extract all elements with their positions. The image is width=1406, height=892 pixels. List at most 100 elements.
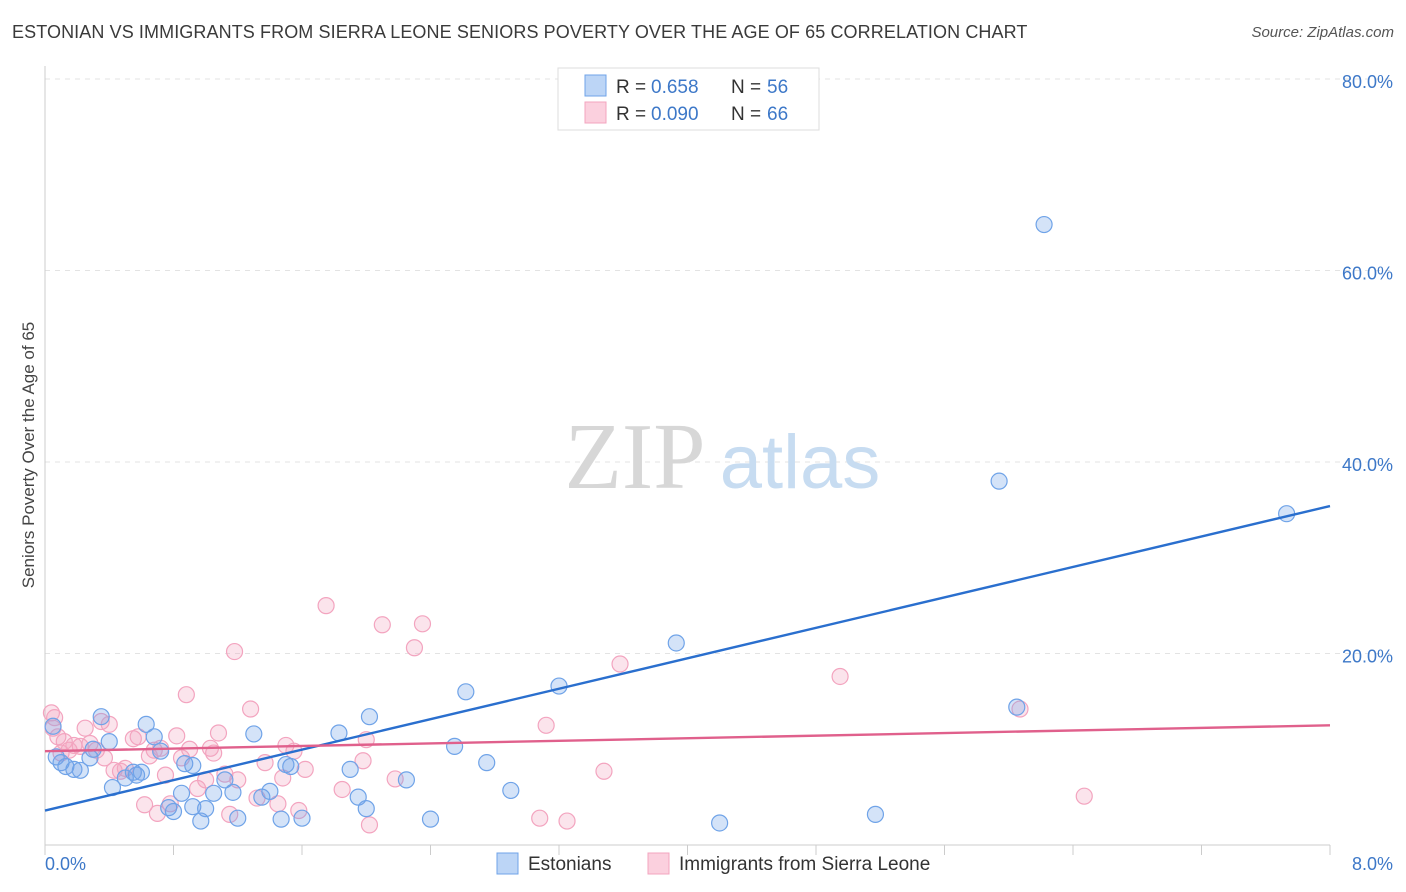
- sierra-leone-point: [76, 719, 94, 737]
- estonians-point: [397, 771, 416, 789]
- sierra-leone-point: [373, 616, 391, 634]
- y-tick-label: 20.0%: [1342, 647, 1393, 667]
- sierra-leone-point: [595, 762, 613, 780]
- legend-r-label-estonians: R =: [616, 77, 646, 98]
- estonians-point: [71, 761, 89, 779]
- watermark-atlas: atlas: [720, 420, 881, 505]
- legend-r-value-sierra-leone: 0.090: [651, 104, 699, 125]
- estonians-point: [184, 798, 202, 816]
- legend-n-label-sierra-leone: N =: [731, 104, 761, 125]
- sierra-leone-point: [558, 812, 576, 830]
- sierra-leone-point: [205, 744, 223, 762]
- sierra-leone-point: [242, 700, 260, 718]
- estonians-point: [145, 728, 163, 746]
- legend-n-value-sierra-leone: 66: [767, 104, 788, 125]
- bottom-legend-label-estonians: Estonians: [528, 854, 611, 875]
- estonians-point: [216, 771, 234, 789]
- legend-swatch-sierra-leone: [584, 101, 607, 124]
- sierra-leone-point: [611, 655, 629, 673]
- estonians-point: [229, 809, 247, 827]
- estonians-point: [711, 814, 729, 832]
- legend-n-value-estonians: 56: [767, 77, 788, 98]
- estonians-point: [261, 782, 279, 800]
- estonians-point: [550, 677, 568, 695]
- estonians-point: [990, 472, 1008, 490]
- sierra-leone-point: [405, 639, 424, 657]
- bottom-legend-swatch-sierra-leone: [647, 852, 670, 875]
- estonians-point: [172, 784, 191, 802]
- estonians-point: [92, 708, 110, 726]
- sierra-leone-point: [209, 724, 228, 742]
- grid-lines: [45, 78, 1392, 654]
- estonians-point: [421, 810, 440, 828]
- estonians-point: [502, 781, 520, 800]
- sierra-leone-point: [354, 752, 372, 770]
- sierra-leone-point: [333, 780, 351, 799]
- estonians-point: [667, 634, 685, 652]
- estonians-point: [44, 717, 62, 735]
- series-legend: Estonians Immigrants from Sierra Leone: [496, 852, 930, 875]
- legend-r-value-estonians: 0.658: [651, 77, 699, 98]
- legend-r-label-sierra-leone: R =: [616, 104, 646, 125]
- estonians-point: [205, 784, 223, 802]
- estonians-point: [164, 802, 183, 821]
- sierra-leone-point: [360, 816, 379, 834]
- estonians-trend-line: [44, 504, 1331, 812]
- legend-n-label-estonians: N =: [731, 77, 761, 98]
- estonians-point: [457, 683, 475, 701]
- estonians-point: [224, 783, 242, 801]
- sierra-leone-point: [168, 727, 186, 745]
- y-axis-label: Seniors Poverty Over the Age of 65: [19, 322, 38, 588]
- y-tick-label: 80.0%: [1342, 72, 1393, 92]
- watermark-zip: ZIP: [565, 405, 706, 509]
- estonians-point: [65, 760, 83, 778]
- estonians-point: [866, 805, 885, 823]
- y-tick-label: 60.0%: [1342, 264, 1393, 284]
- bottom-legend-swatch-estonians: [496, 852, 519, 875]
- sierra-leone-points: [42, 597, 1093, 834]
- estonians-point: [1008, 698, 1026, 716]
- sierra-leone-point: [46, 709, 64, 727]
- estonians-point: [360, 708, 379, 726]
- estonians-point: [1035, 215, 1053, 234]
- estonians-points: [44, 215, 1296, 832]
- sierra-leone-point: [537, 716, 555, 734]
- estonians-point: [152, 742, 170, 760]
- legend-swatch-estonians: [584, 74, 607, 97]
- legend-stats: R = 0.658 N = 56 R = 0.090 N = 66: [557, 67, 820, 131]
- estonians-point: [100, 732, 118, 751]
- sierra-leone-point: [317, 597, 335, 615]
- chart-title: ESTONIAN VS IMMIGRANTS FROM SIERRA LEONE…: [12, 22, 1028, 42]
- estonians-point: [127, 766, 146, 784]
- sierra-leone-point: [221, 805, 239, 823]
- x-tick-label: 0.0%: [45, 854, 86, 874]
- estonians-point: [184, 756, 202, 775]
- sierra-leone-point: [531, 809, 549, 827]
- estonians-point: [137, 715, 155, 733]
- x-tick-labels: 0.0% 8.0%: [45, 854, 1393, 874]
- estonians-point: [293, 809, 311, 827]
- axes: [44, 66, 1331, 855]
- watermark: ZIP atlas: [565, 405, 881, 509]
- estonians-point: [341, 760, 359, 778]
- estonians-point: [445, 737, 464, 755]
- x-tick-label: 8.0%: [1352, 854, 1393, 874]
- trend-lines: [44, 504, 1331, 812]
- sierra-leone-point: [296, 760, 314, 778]
- estonians-point: [357, 800, 375, 818]
- estonians-point: [245, 725, 263, 743]
- y-tick-labels: 20.0% 40.0% 60.0% 80.0%: [1342, 72, 1393, 667]
- estonians-point: [478, 754, 496, 772]
- estonians-point: [277, 755, 295, 774]
- sierra-leone-point: [1075, 787, 1093, 805]
- bottom-legend-label-sierra-leone: Immigrants from Sierra Leone: [679, 854, 930, 875]
- y-tick-label: 40.0%: [1342, 455, 1393, 475]
- sierra-leone-point: [177, 686, 195, 704]
- sierra-leone-point: [413, 615, 432, 633]
- sierra-leone-trend-line: [44, 724, 1331, 753]
- estonians-point: [132, 763, 150, 781]
- chart-source: Source: ZipAtlas.com: [1251, 24, 1394, 41]
- sierra-leone-point: [831, 667, 849, 686]
- estonians-point: [1278, 505, 1296, 523]
